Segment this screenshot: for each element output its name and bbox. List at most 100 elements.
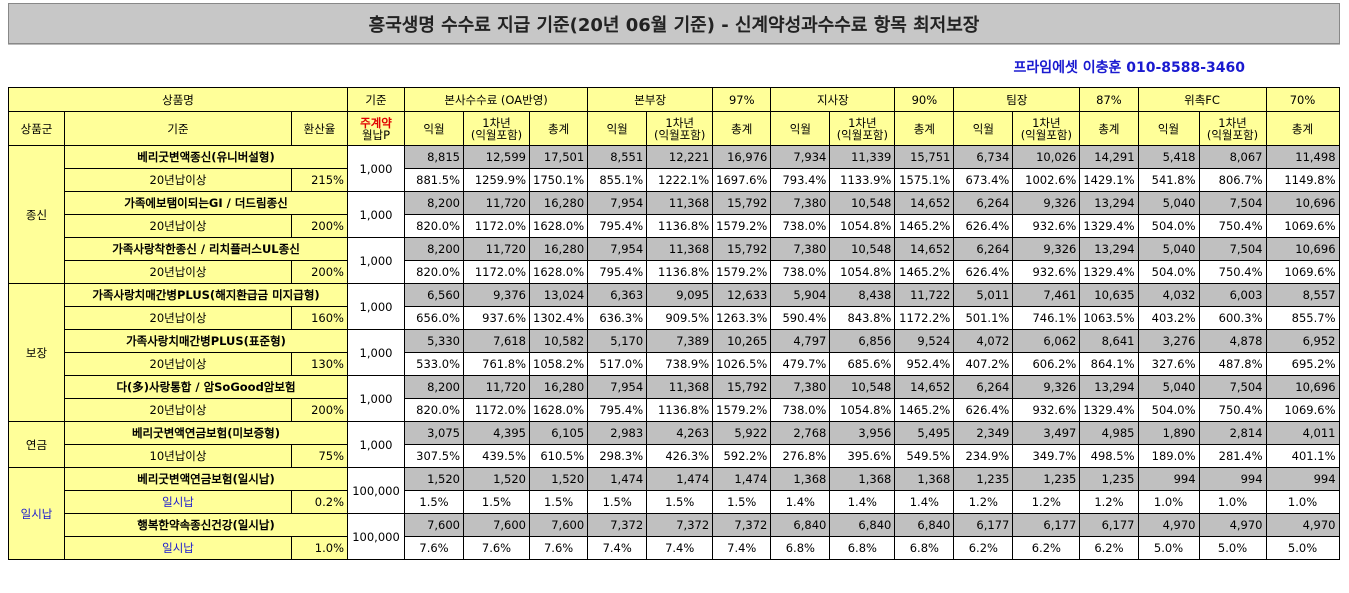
table-row: 20년납이상 200% 820.0% 1172.0% 1628.0% 795.4% 1136… <box>9 214 1340 238</box>
amount-cell: 8,641 <box>1079 329 1139 353</box>
amount-cell: 13,294 <box>1079 237 1139 261</box>
percent-cell: 6.2% <box>1079 536 1139 560</box>
percent-cell: 307.5% <box>404 444 464 468</box>
header-bonbujang: 본부장 <box>587 87 714 112</box>
percent-cell: 750.4% <box>1198 398 1267 422</box>
amount-cell: 3,497 <box>1012 421 1081 445</box>
header-first-year-line1: 1차년 <box>482 115 511 130</box>
rate-cell: 130% <box>291 352 348 376</box>
amount-cell: 7,618 <box>463 329 530 353</box>
table-row: 20년납이상 215% 881.5% 1259.9% 1750.1% 855.1% 1222… <box>9 168 1340 192</box>
header-rate: 환산율 <box>291 111 348 146</box>
amount-cell: 2,349 <box>953 421 1014 445</box>
amount-cell: 3,956 <box>829 421 896 445</box>
percent-cell: 685.6% <box>829 352 896 376</box>
header-product-name: 상품명 <box>8 87 348 112</box>
amount-cell: 4,970 <box>1137 513 1200 537</box>
amount-cell: 6,856 <box>829 329 896 353</box>
amount-cell: 7,504 <box>1198 237 1267 261</box>
amount-cell: 2,814 <box>1198 421 1267 445</box>
percent-cell: 498.5% <box>1079 444 1139 468</box>
amount-cell: 4,072 <box>953 329 1014 353</box>
monthly-premium: 1,000 <box>347 283 405 330</box>
percent-cell: 746.1% <box>1012 306 1081 330</box>
header-total: 총계 <box>1079 111 1139 146</box>
basis-cell: 20년납이상 <box>64 260 292 284</box>
percent-cell: 843.8% <box>829 306 896 330</box>
percent-cell: 750.4% <box>1198 260 1267 284</box>
product-name: 베리굿변액연금보험(미보증형) <box>64 421 348 445</box>
amount-cell: 7,934 <box>770 145 831 169</box>
table-row: 일시납 베리굿변액연금보험(일시납) 100,000 1,520 1,520 1,520 1… <box>8 467 1340 560</box>
percent-cell: 281.4% <box>1198 444 1267 468</box>
table-row: 다(多)사랑통합 / 암SoGood암보험 1,000 8,200 11,720 16,… <box>9 375 1340 422</box>
amount-cell: 9,376 <box>463 283 530 307</box>
rate-cell: 75% <box>291 444 348 468</box>
percent-cell: 276.8% <box>770 444 831 468</box>
amount-cell: 6,177 <box>953 513 1014 537</box>
amount-cell: 13,294 <box>1079 191 1139 215</box>
header-next-month: 익월 <box>587 111 648 146</box>
amount-cell: 1,520 <box>463 467 530 491</box>
amount-cell: 15,792 <box>712 237 772 261</box>
percent-cell: 1069.6% <box>1265 398 1340 422</box>
basis-cell: 20년납이상 <box>64 306 292 330</box>
amount-cell: 10,548 <box>829 237 896 261</box>
percent-cell: 1136.8% <box>646 260 714 284</box>
header-group: 상품군 <box>8 111 65 146</box>
amount-cell: 7,380 <box>770 191 831 215</box>
amount-cell: 15,792 <box>712 375 772 399</box>
amount-cell: 6,840 <box>770 513 831 537</box>
table-row: 보장 가족사랑치매간병PLUS(해지환급금 미지급형) 1,000 6,560 9,37… <box>8 283 1340 422</box>
percent-cell: 426.3% <box>646 444 714 468</box>
amount-cell: 1,235 <box>1079 467 1139 491</box>
percent-cell: 1465.2% <box>894 398 955 422</box>
amount-cell: 10,548 <box>829 191 896 215</box>
group-name: 보장 <box>8 283 65 422</box>
percent-cell: 1465.2% <box>894 214 955 238</box>
percent-cell: 7.6% <box>528 536 589 560</box>
rate-cell: 215% <box>291 168 348 192</box>
percent-cell: 487.8% <box>1198 352 1267 376</box>
percent-cell: 1063.5% <box>1079 306 1139 330</box>
header-total: 총계 <box>528 111 589 146</box>
header-first-year-line2: (익월포함) <box>470 127 523 142</box>
basis-cell: 20년납이상 <box>64 214 292 238</box>
group-name: 종신 <box>8 145 65 284</box>
amount-cell: 11,339 <box>829 145 896 169</box>
amount-cell: 8,815 <box>404 145 464 169</box>
percent-cell: 504.0% <box>1137 214 1200 238</box>
percent-cell: 932.6% <box>1012 398 1081 422</box>
amount-cell: 7,600 <box>463 513 530 537</box>
contact-info: 프라임에셋 이충훈 010-8588-3460 <box>1013 60 1245 76</box>
percent-cell: 533.0% <box>404 352 464 376</box>
percent-cell: 952.4% <box>894 352 955 376</box>
percent-cell: 1579.2% <box>712 398 772 422</box>
amount-cell: 6,264 <box>953 375 1014 399</box>
amount-cell: 4,797 <box>770 329 831 353</box>
amount-cell: 8,200 <box>404 191 464 215</box>
percent-cell: 932.6% <box>1012 260 1081 284</box>
amount-cell: 5,495 <box>894 421 955 445</box>
header-next-month: 익월 <box>1137 111 1200 146</box>
percent-cell: 1069.6% <box>1265 260 1340 284</box>
percent-cell: 501.1% <box>953 306 1014 330</box>
percent-cell: 738.0% <box>770 214 831 238</box>
percent-cell: 7.4% <box>712 536 772 560</box>
amount-cell: 8,200 <box>404 237 464 261</box>
percent-cell: 549.5% <box>894 444 955 468</box>
product-name: 베리굿변액연금보험(일시납) <box>64 467 348 491</box>
amount-cell: 3,276 <box>1137 329 1200 353</box>
amount-cell: 8,438 <box>829 283 896 307</box>
percent-cell: 761.8% <box>463 352 530 376</box>
amount-cell: 1,474 <box>587 467 648 491</box>
amount-cell: 7,600 <box>528 513 589 537</box>
percent-cell: 636.3% <box>587 306 648 330</box>
percent-cell: 1172.0% <box>463 398 530 422</box>
monthly-premium: 1,000 <box>347 329 405 376</box>
header-next-month: 익월 <box>953 111 1014 146</box>
amount-cell: 7,600 <box>404 513 464 537</box>
percent-cell: 234.9% <box>953 444 1014 468</box>
percent-cell: 7.4% <box>646 536 714 560</box>
basis-cell: 20년납이상 <box>64 168 292 192</box>
